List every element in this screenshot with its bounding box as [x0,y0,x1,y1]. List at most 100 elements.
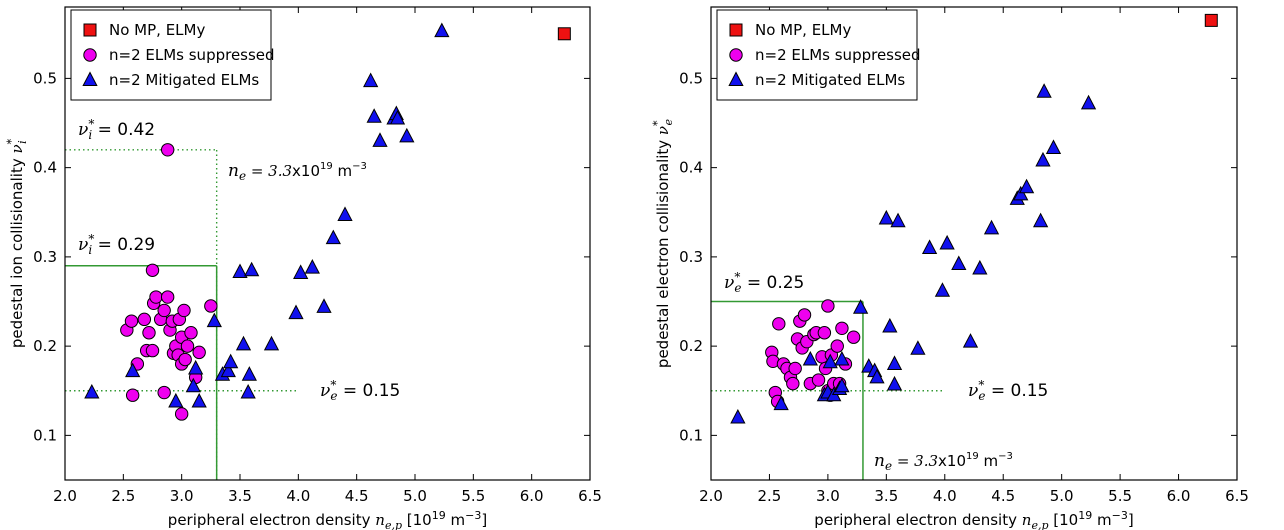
chart-panel-2: 2.0 2.5 3.0 3.5 4.0 4.5 5.0 5.5 6.0 6.5 0.1 0.2 0.3 0… [651,6,1249,530]
triangle-marker [939,234,955,250]
annotation: ne = 3.3x1019 m−3 [874,451,1013,473]
legend: No MP, ELMy n=2 ELMs suppressed n=2 Mitiga… [716,9,921,101]
circle-marker [149,290,163,304]
triangle-marker [434,22,450,38]
x-tick-label: 3.0 [170,487,194,505]
circle-marker [184,326,198,340]
y-tick-label: 0.2 [679,337,703,355]
triangle-marker [293,264,309,279]
legend-circle-icon [83,48,97,62]
x-tick-label: 2.5 [758,487,782,505]
circle-marker [157,303,171,318]
triangle-marker [372,132,388,147]
legend-triangle-icon [82,71,98,86]
triangle-marker [240,383,256,399]
circle-marker [797,308,812,322]
triangle-marker [834,350,850,366]
legend-entry: n=2 ELMs suppressed [109,46,275,64]
y-axis-label: pedestal ion collisionality ν*i [5,138,29,348]
triangle-marker [241,366,257,381]
legend-entry: n=2 Mitigated ELMs [755,71,905,89]
legend: No MP, ELMy n=2 ELMs suppressed n=2 Mitiga… [70,9,275,101]
axes-frame [64,6,591,481]
circle-marker [786,376,800,391]
x-tick-label: 5.0 [403,487,427,505]
triangle-marker [934,282,951,297]
legend-entry: n=2 ELMs suppressed [755,46,921,64]
triangle-marker [730,408,746,424]
y-axis-label: pedestal electron collisionality ν*e [651,118,675,368]
circle-marker [142,326,156,340]
legend-box [716,9,918,101]
circle-marker [788,361,802,376]
circle-marker [124,314,139,328]
x-tick-label: 4.5 [345,487,369,505]
x-tick-label: 3.5 [228,487,252,505]
triangle-marker [773,395,789,411]
triangle-marker [921,239,938,254]
circle-marker [145,263,160,277]
triangle-marker [1045,139,1062,155]
triangle-marker [878,209,894,225]
legend-box [70,9,272,101]
triangle-marker [220,362,236,378]
circle-marker [160,143,175,157]
triangle-marker [316,298,332,313]
circle-marker [811,373,826,387]
y-tick-label: 0.2 [33,337,57,355]
triangle-marker [852,299,869,314]
triangle-marker [304,259,320,274]
circle-marker [772,317,786,331]
square-marker [557,27,571,41]
triangle-marker [1018,178,1035,194]
circle-marker [835,321,849,335]
triangle-marker [366,108,382,123]
triangle-marker [983,219,1000,235]
triangle-marker [1036,83,1052,98]
triangle-marker [951,255,967,271]
legend-triangle-icon [728,71,744,86]
annotation: ne = 3.3x1019 m−3 [228,161,367,183]
annotation: ν* e = 0.25 [724,270,804,295]
triangle-marker [389,109,406,125]
legend-circle-icon [729,48,743,62]
x-axis-label: peripheral electron density ne,p [1019 m… [814,509,1133,530]
triangle-marker [235,335,252,351]
triangle-marker [232,263,248,279]
triangle-marker [325,229,341,245]
circle-marker [846,330,861,344]
y-tick-label: 0.3 [33,248,57,266]
x-tick-label: 4.0 [286,487,310,505]
triangle-marker [1033,212,1049,228]
x-tick-label: 2.0 [53,487,77,505]
circle-marker [160,290,175,304]
circle-marker [830,339,844,353]
y-tick-label: 0.5 [33,69,57,87]
triangle-marker [972,259,988,275]
x-axis-label: peripheral electron density ne,p [1019 m… [168,509,487,530]
triangle-marker [185,377,201,393]
triangle-marker [191,392,207,408]
y-tick-label: 0.4 [33,159,57,177]
legend-entry: n=2 Mitigated ELMs [109,71,259,89]
triangle-marker [822,353,838,369]
x-tick-label: 5.5 [461,487,485,505]
y-tick-label: 0.3 [679,248,703,266]
x-tick-label: 2.5 [111,487,135,505]
y-tick-label: 0.4 [679,159,703,177]
triangle-marker [188,359,204,375]
annotation: ν* i = 0.42 [78,117,155,142]
circle-marker [821,299,835,313]
annotation: ν* i = 0.29 [78,232,155,257]
triangle-marker [223,353,239,369]
circle-marker [137,312,152,327]
circle-marker [125,388,140,402]
triangle-marker [288,304,304,320]
circle-marker [174,407,189,421]
triangle-marker [910,340,926,355]
triangle-marker [802,350,818,366]
x-tick-label: 3.5 [874,487,898,505]
x-tick-label: 6.5 [1225,487,1249,505]
x-tick-label: 3.0 [816,487,840,505]
circle-marker [817,326,832,340]
